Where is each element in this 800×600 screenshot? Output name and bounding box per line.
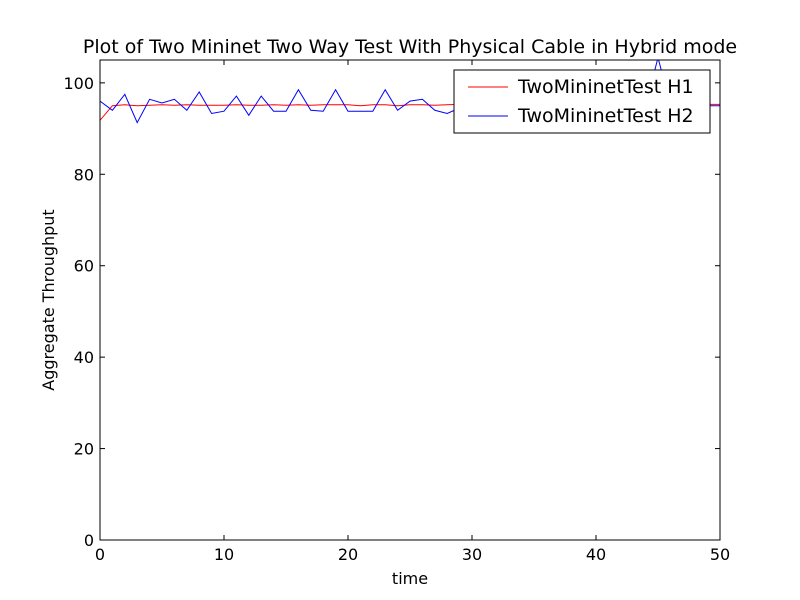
x-tick-label: 10 xyxy=(214,545,234,564)
plot-frame xyxy=(99,59,721,541)
x-axis-label: time xyxy=(392,569,428,588)
x-tick-label: 40 xyxy=(586,545,606,564)
legend: TwoMininetTest H1 TwoMininetTest H2 xyxy=(453,69,711,134)
legend-label-h2: TwoMininetTest H2 xyxy=(517,105,694,127)
plot-area xyxy=(100,60,720,540)
ticks-layer: 0 10 20 30 40 50 0 20 40 60 80 100 xyxy=(63,60,730,564)
y-tick-label: 100 xyxy=(63,74,94,93)
y-tick-label: 40 xyxy=(74,348,94,367)
x-tick-label: 30 xyxy=(462,545,482,564)
x-tick-label: 20 xyxy=(338,545,358,564)
y-axis-label: Aggregate Throughput xyxy=(39,209,58,390)
y-tick-label: 0 xyxy=(84,531,94,550)
x-tick-label: 0 xyxy=(95,545,105,564)
legend-box xyxy=(453,69,711,134)
x-tick-label: 50 xyxy=(710,545,730,564)
y-tick-label: 80 xyxy=(74,165,94,184)
legend-label-h1: TwoMininetTest H1 xyxy=(517,76,694,98)
chart-title: Plot of Two Mininet Two Way Test With Ph… xyxy=(83,36,737,58)
y-tick-label: 20 xyxy=(74,440,94,459)
y-tick-label: 60 xyxy=(74,257,94,276)
